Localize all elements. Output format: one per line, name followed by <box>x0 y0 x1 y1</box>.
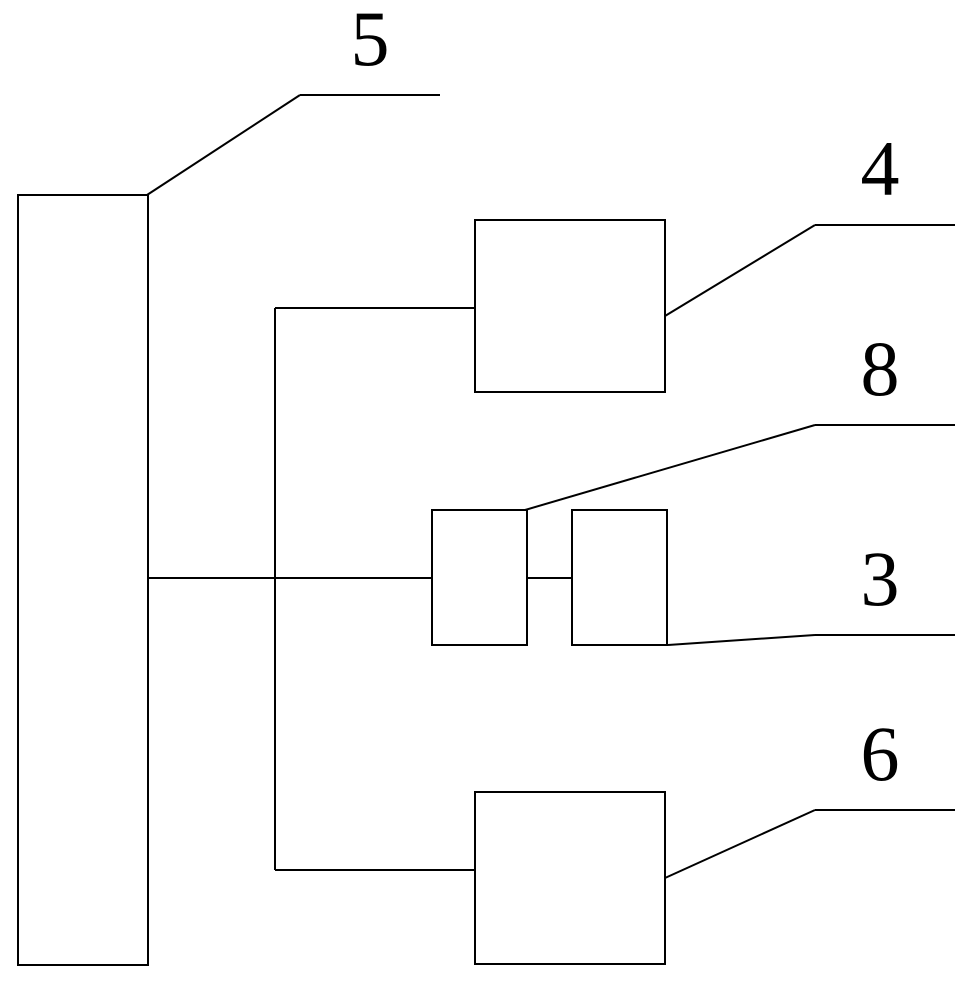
box5 <box>18 195 148 965</box>
leader-l6 <box>665 810 815 878</box>
box3 <box>572 510 667 645</box>
label-l4: 4 <box>861 125 900 212</box>
label-group-l5: 5 <box>147 0 440 195</box>
leader-l4 <box>665 225 815 316</box>
box4 <box>475 220 665 392</box>
label-l5: 5 <box>351 0 390 82</box>
label-group-l6: 6 <box>665 710 955 878</box>
wire-bus_from_box5 <box>148 308 475 870</box>
leader-l8 <box>525 425 815 510</box>
leader-l3 <box>668 635 815 645</box>
label-l6: 6 <box>861 710 900 797</box>
box6 <box>475 792 665 964</box>
leader-l5 <box>147 95 300 195</box>
label-group-l4: 4 <box>665 125 955 316</box>
label-l3: 3 <box>861 535 900 622</box>
label-group-l3: 3 <box>668 535 955 645</box>
box8 <box>432 510 527 645</box>
label-l8: 8 <box>861 325 900 412</box>
